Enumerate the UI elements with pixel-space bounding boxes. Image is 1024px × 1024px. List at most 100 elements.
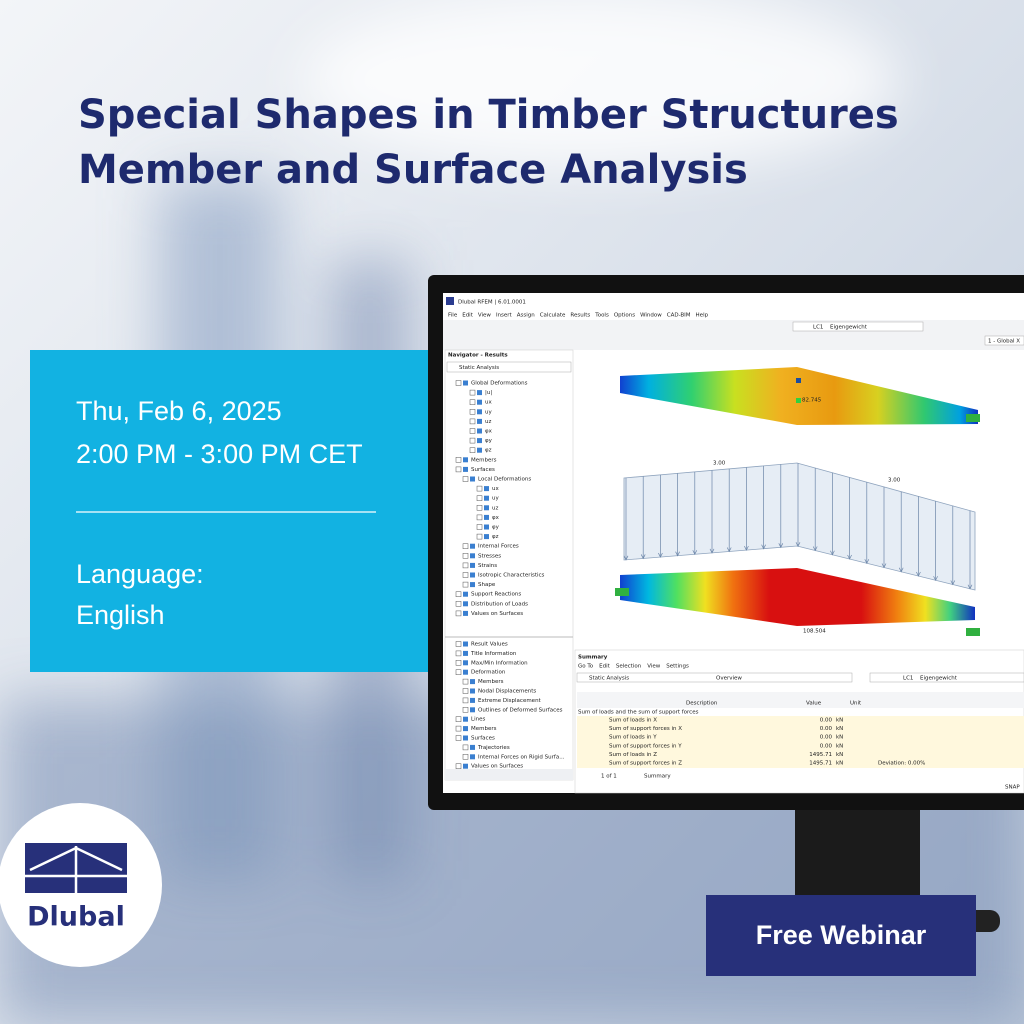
item-icon xyxy=(484,505,489,511)
lc-dropdown[interactable] xyxy=(869,672,1024,683)
nav-item: Surfaces xyxy=(471,467,495,473)
deformed-beam xyxy=(620,367,978,425)
menu-item[interactable]: Insert xyxy=(496,313,513,319)
arrow-head xyxy=(744,545,749,551)
row-unit: kN xyxy=(836,743,843,749)
summary-menu-item[interactable]: View xyxy=(647,664,661,670)
arrow-head xyxy=(881,563,887,569)
item-icon xyxy=(470,476,475,482)
row-value: 0.00 xyxy=(820,743,833,749)
summary-lc: LC1 xyxy=(903,676,913,682)
item-icon xyxy=(484,495,489,501)
summary-menu-item[interactable]: Settings xyxy=(666,664,689,670)
view: Overview xyxy=(716,676,742,682)
app-icon xyxy=(446,297,454,305)
item-icon xyxy=(470,572,475,578)
menu-item[interactable]: Window xyxy=(640,313,662,319)
menu-item[interactable]: Calculate xyxy=(540,313,566,319)
menu-item[interactable]: View xyxy=(478,313,492,319)
nav-item: Result Values xyxy=(471,642,508,648)
nav-item: Max/Min Information xyxy=(471,660,528,666)
table-header xyxy=(577,692,1024,708)
checkbox xyxy=(476,485,483,492)
navigator-dropdown-label: Static Analysis xyxy=(459,365,499,371)
checkbox xyxy=(476,533,483,540)
summary-menu-item[interactable]: Edit xyxy=(599,664,610,670)
nav-item: Values on Surfaces xyxy=(471,764,523,770)
load-label: 3.00 xyxy=(713,461,726,467)
nav-item: Internal Forces xyxy=(478,544,519,550)
analysis: Static Analysis xyxy=(589,676,629,682)
nav-item: Stresses xyxy=(478,553,501,559)
support xyxy=(966,628,980,636)
checkbox xyxy=(455,641,462,647)
checkbox xyxy=(462,678,469,685)
item-icon xyxy=(463,669,468,675)
tab[interactable]: Summary xyxy=(644,774,671,780)
menu-item[interactable]: Assign xyxy=(517,313,536,319)
item-icon xyxy=(463,660,468,666)
checkbox xyxy=(462,744,469,751)
checkbox xyxy=(462,697,469,704)
item-icon xyxy=(470,697,475,703)
load-label: 3.00 xyxy=(888,478,901,484)
row-value: 0.00 xyxy=(820,735,833,741)
menu-item[interactable]: Help xyxy=(696,313,709,319)
checkbox xyxy=(462,581,469,588)
menu-item[interactable]: Tools xyxy=(594,313,609,319)
checkbox xyxy=(469,428,476,434)
row-unit: kN xyxy=(836,752,843,758)
summary-menu-item[interactable]: Go To xyxy=(578,664,594,670)
arrow-head xyxy=(967,584,973,590)
menu-item[interactable]: Options xyxy=(614,313,635,319)
title-line: Special Shapes in Timber Structures xyxy=(78,92,899,138)
checkbox xyxy=(469,437,476,444)
menu-item[interactable]: File xyxy=(448,313,458,319)
summary-menu-item[interactable]: Selection xyxy=(616,664,642,670)
item-icon xyxy=(470,562,475,568)
arrow-head xyxy=(830,550,835,556)
nav-item: uz xyxy=(492,505,498,511)
row-description: Sum of support forces in Z xyxy=(609,761,682,767)
checkbox xyxy=(455,669,462,675)
item-icon xyxy=(463,466,468,472)
checkbox xyxy=(476,524,483,530)
checkbox xyxy=(469,389,476,396)
nav-item: uy xyxy=(485,409,492,415)
item-icon xyxy=(463,610,468,616)
row-description: Sum of loads in Y xyxy=(609,735,657,741)
item-icon xyxy=(477,447,482,453)
navigator-dropdown[interactable] xyxy=(446,361,572,373)
lc-dropdown[interactable] xyxy=(792,321,924,332)
item-icon xyxy=(470,707,475,713)
menu-item[interactable]: Edit xyxy=(462,313,473,319)
arrow-head xyxy=(640,554,646,560)
monitor-stand xyxy=(795,805,920,900)
nav-item: φy xyxy=(485,438,493,444)
summary-menu: Go To Edit Selection View Settings xyxy=(578,664,689,670)
arrow-head xyxy=(933,576,938,582)
info-box xyxy=(30,350,430,672)
arrow-head xyxy=(726,547,732,553)
analysis-dropdown[interactable] xyxy=(576,672,853,683)
cs-dropdown[interactable] xyxy=(984,335,1024,346)
checkbox xyxy=(455,763,462,769)
group-row: Sum of loads and the sum of support forc… xyxy=(578,710,699,716)
menu-item[interactable]: CAD-BIM xyxy=(667,313,691,319)
menu-item[interactable]: Results xyxy=(570,313,590,319)
nav-item: Members xyxy=(471,726,497,732)
pager: 1 of 1 xyxy=(601,774,617,780)
cta-button[interactable] xyxy=(706,895,976,976)
toolbar-lc: LC1 xyxy=(813,325,823,331)
column-header: Value xyxy=(806,701,822,707)
event-time: 2:00 PM - 3:00 PM CET xyxy=(76,439,363,469)
arrow-head xyxy=(898,567,904,573)
value-label: 82.745 xyxy=(802,398,822,404)
toolbar-lc-name: Eigengewicht xyxy=(830,325,868,331)
item-icon xyxy=(477,390,482,396)
summary-title: Summary xyxy=(578,655,608,661)
checkbox xyxy=(469,399,476,405)
checkbox xyxy=(476,495,483,501)
title-bar xyxy=(443,293,1024,310)
